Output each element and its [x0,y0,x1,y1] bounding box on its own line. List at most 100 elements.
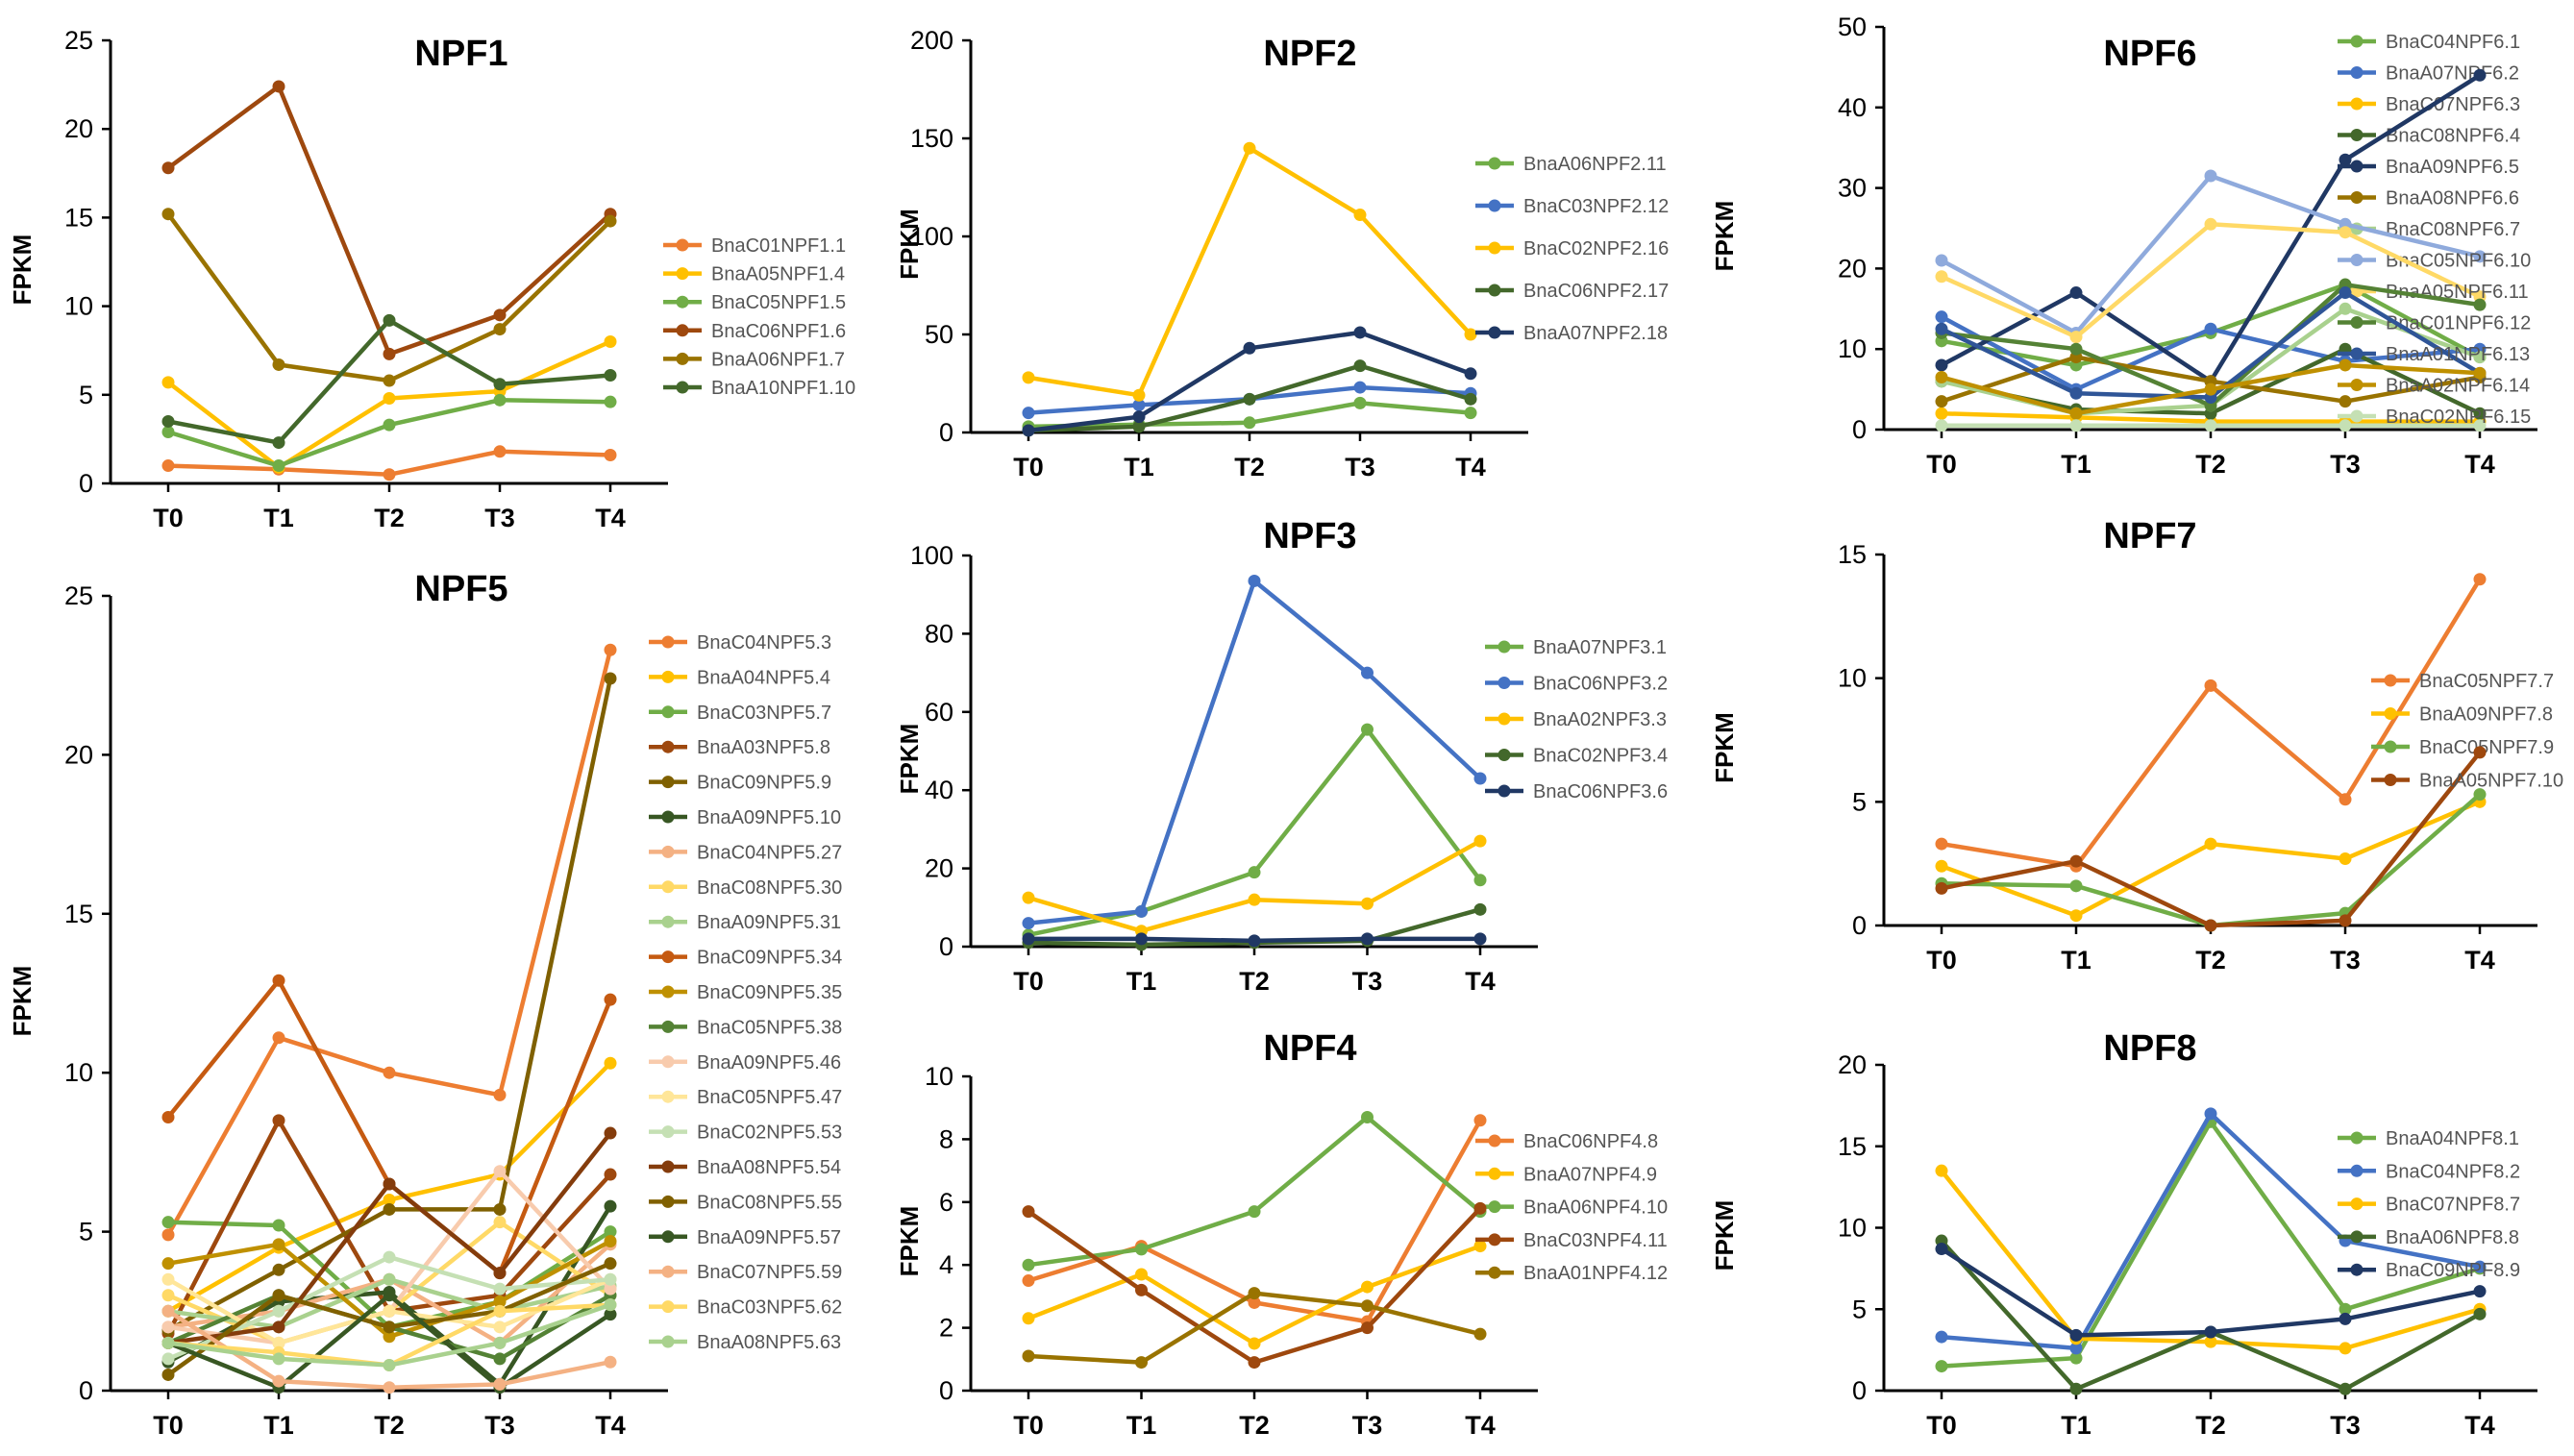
x-tick-label: T3 [1352,967,1383,996]
data-point [2204,1325,2217,1339]
legend-entry: BnaA06NPF1.7 [663,349,845,370]
series-BnaA06NPF4.10 [1022,1111,1487,1271]
data-point [493,1352,507,1366]
legend-swatch-marker [661,740,675,753]
data-point [2204,419,2217,432]
data-point [161,1272,175,1286]
legend-swatch-marker [1488,241,1501,255]
y-tick-label: 40 [1838,93,1867,122]
x-tick-label: T2 [1239,1411,1270,1440]
x-tick-label: T4 [1465,967,1496,996]
data-point [2069,331,2083,344]
x-tick-label: T1 [2061,946,2091,975]
legend-entry: BnaA09NPF5.46 [649,1052,841,1073]
panel-npf8: NPF8 FPKM 0 5 10 15 20 T0 T1 T2 T3 T4 BnaA04NPF8.1 Bn… [1710,1028,2537,1440]
x-tick-label: T1 [1126,967,1157,996]
y-tick-label: 0 [1852,1376,1867,1405]
legend-label: BnaA01NPF6.13 [2386,344,2530,365]
legend-entry: BnaA07NPF6.2 [2338,63,2519,85]
data-point [161,1368,175,1381]
data-point [272,436,285,450]
legend-label: BnaA06NPF2.11 [1523,154,1667,175]
data-point [2339,1312,2352,1325]
y-tick-label: 10 [925,1062,953,1091]
y-axis-label: FPKM [8,234,37,306]
legend-entry: BnaA01NPF6.13 [2338,344,2530,365]
legend-entry: BnaA01NPF4.12 [1475,1263,1668,1284]
x-tick-label: T4 [2464,450,2495,479]
legend-swatch-marker [661,950,675,964]
data-point [2069,879,2083,893]
data-point [2339,286,2352,300]
data-point [2069,1342,2083,1355]
legend-swatch-marker [1497,677,1511,689]
data-point [1135,1268,1148,1281]
legend-label: BnaC02NPF3.4 [1533,746,1668,767]
data-point [1132,388,1146,402]
y-tick-label: 50 [1838,12,1867,41]
data-point [272,1289,285,1302]
y-tick-label: 5 [79,1218,93,1246]
data-point [1248,1356,1261,1370]
data-point [604,214,617,228]
legend-label: BnaC03NPF4.11 [1523,1230,1668,1251]
legend-entry: BnaA09NPF6.5 [2338,157,2519,178]
series-BnaA06NPF1.7 [161,208,617,387]
panel-title: NPF2 [1263,34,1356,74]
legend-swatch-marker [676,324,689,337]
legend-entry: BnaC05NPF5.38 [649,1017,842,1038]
data-point [1022,932,1035,946]
data-point [272,358,285,371]
data-point [161,1320,175,1334]
data-point [383,1320,396,1334]
x-tick-label: T3 [2330,1411,2361,1440]
legend-label: BnaC04NPF8.2 [2386,1161,2520,1182]
y-tick-label: 15 [64,900,93,928]
data-point [604,1235,617,1248]
legend-entry: BnaC05NPF6.10 [2338,251,2531,272]
y-tick-label: 15 [1838,540,1867,569]
data-point [1132,398,1146,411]
data-point [1935,1360,1948,1373]
data-point [1361,1299,1374,1313]
data-point [604,1282,617,1296]
data-point [1022,424,1035,437]
data-point [272,1352,285,1366]
data-point [493,1267,507,1280]
y-tick-label: 0 [1852,415,1867,444]
y-axis-label: FPKM [895,209,924,280]
y-tick-label: 5 [79,381,93,409]
legend-swatch-marker [1497,640,1511,654]
data-point [383,347,396,360]
legend-entry: BnaA05NPF1.4 [663,264,845,285]
legend-entry: BnaC03NPF5.7 [649,703,831,724]
data-point [1361,723,1374,736]
data-point [383,418,396,432]
legend-swatch-marker [676,267,689,281]
data-point [2339,1302,2352,1316]
data-point [383,1272,396,1286]
legend-label: BnaC03NPF5.62 [697,1297,842,1319]
y-tick-label: 60 [925,698,953,727]
data-point [272,1263,285,1276]
x-tick-label: T0 [153,1411,184,1440]
legend-label: BnaC09NPF5.34 [697,948,842,969]
data-point [1935,837,1948,851]
legend-label: BnaA06NPF8.8 [2386,1227,2519,1248]
series-BnaC07NPF5.59 [161,1304,617,1394]
legend-label: BnaA05NPF7.10 [2419,771,2563,792]
y-axis-label: FPKM [895,1206,924,1277]
legend-label: BnaA04NPF8.1 [2386,1128,2519,1149]
y-tick-label: 30 [1838,174,1867,203]
x-tick-label: T4 [595,504,626,532]
y-axis-label: FPKM [895,724,924,795]
data-point [1473,1201,1487,1215]
legend-swatch-marker [1488,326,1501,339]
series-BnaC02NPF2.16 [1022,141,1477,402]
legend-entry: BnaC07NPF8.7 [2338,1195,2520,1216]
data-point [493,1295,507,1308]
x-tick-label: T1 [2061,450,2091,479]
data-point [1473,902,1487,916]
legend-entry: BnaA10NPF1.10 [663,378,855,399]
x-tick-label: T4 [1465,1411,1496,1440]
